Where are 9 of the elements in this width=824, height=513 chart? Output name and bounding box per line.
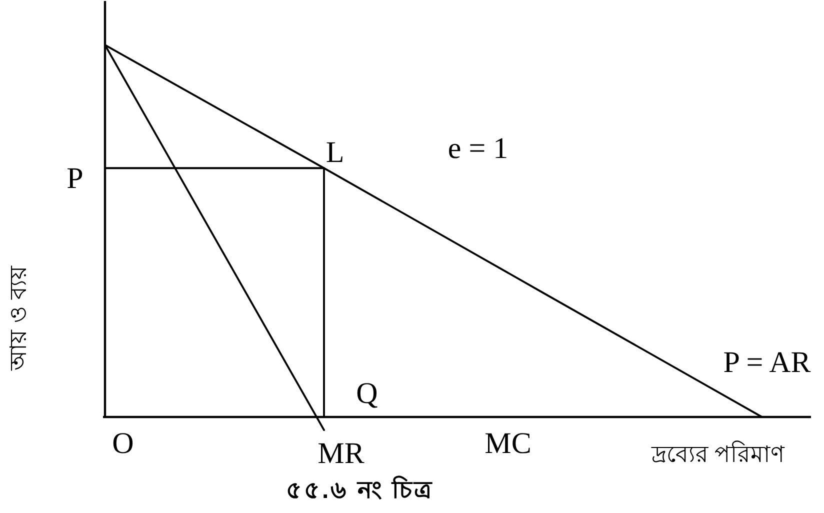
ylabel: আয় ও ব্যয় <box>5 266 31 370</box>
annotation: MC <box>484 427 532 460</box>
annotation: O <box>112 427 134 460</box>
annotation: L <box>326 136 344 170</box>
annotation: Q <box>356 377 378 410</box>
annotation: e = 1 <box>448 132 508 165</box>
title: ৫৫.৬ নং চিত্র <box>286 477 434 504</box>
xlabel: দ্রব্যের পরিমাণ <box>651 441 785 467</box>
annotation: P <box>66 162 84 195</box>
